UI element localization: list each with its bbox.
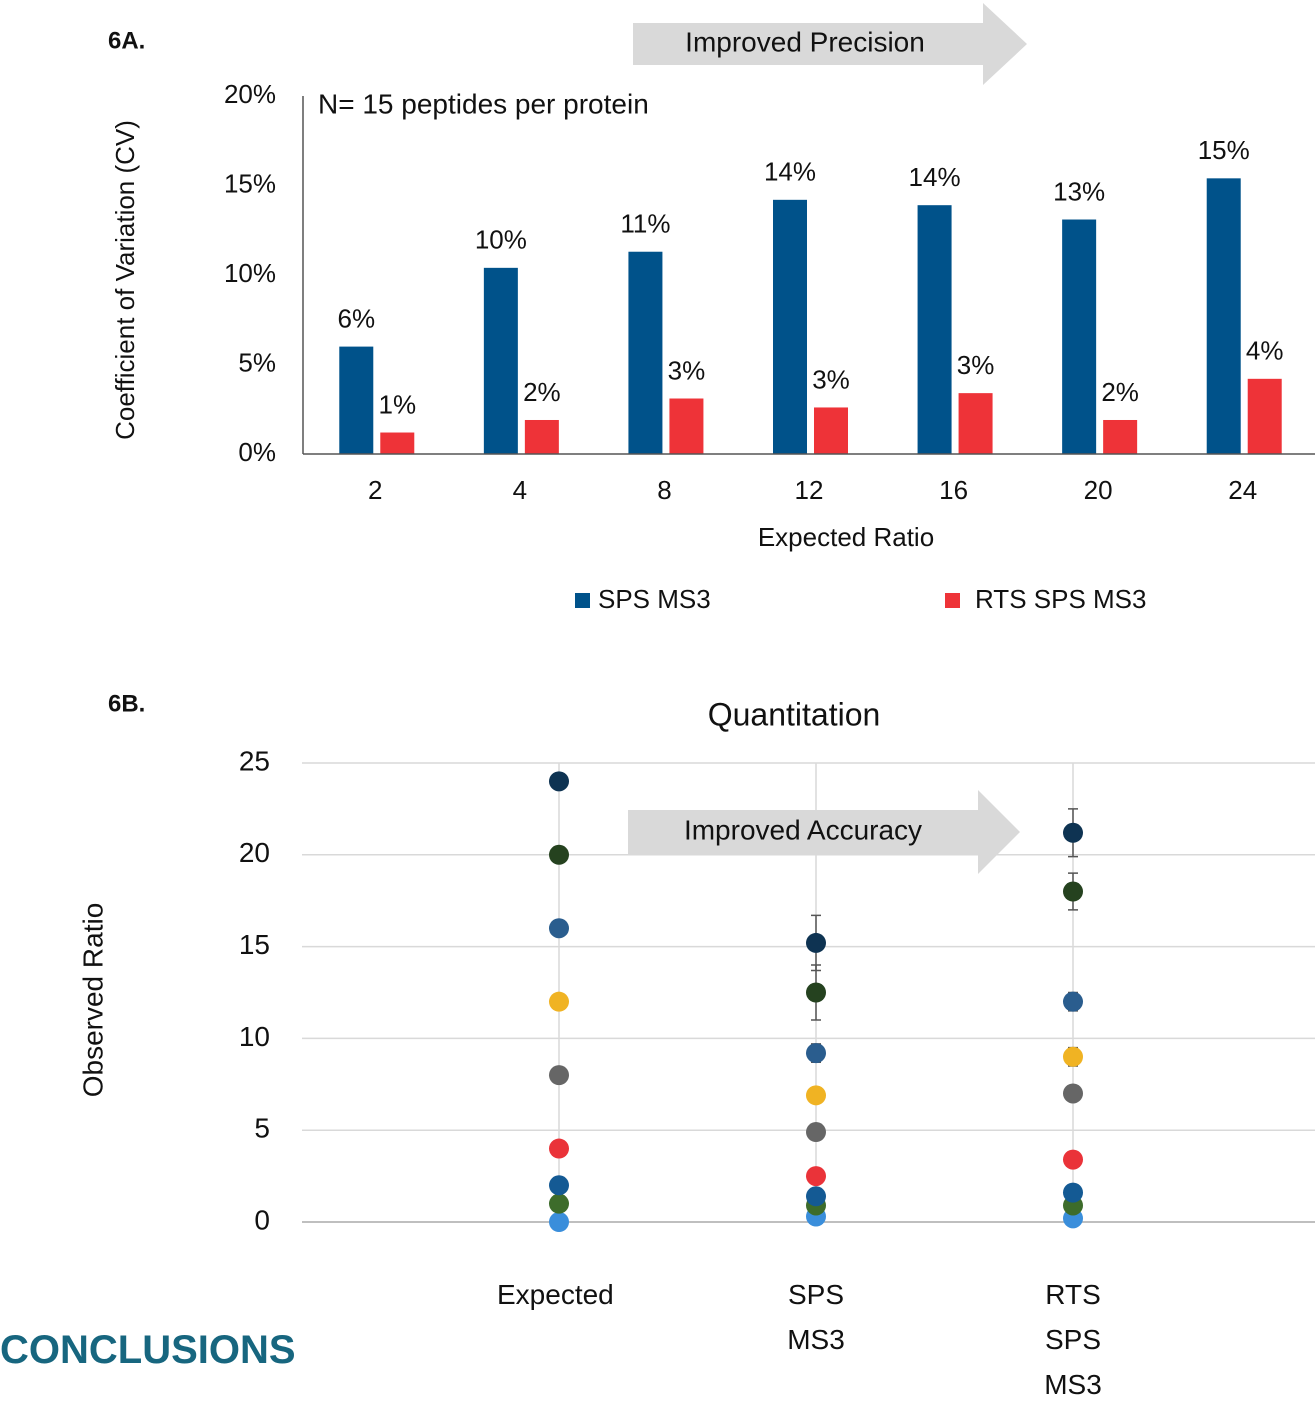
data-point — [549, 1193, 569, 1214]
x-tick-label: SPS MS3 — [787, 1279, 845, 1355]
data-point — [549, 771, 569, 792]
data-label: 3% — [812, 364, 850, 394]
data-label: 14% — [764, 157, 816, 187]
y-axis-label: Observed Ratio — [77, 903, 108, 1098]
x-tick-label: 4 — [513, 475, 527, 505]
bar — [814, 407, 848, 454]
x-tick-label: 16 — [939, 475, 968, 505]
y-axis-label: Coefficient of Variation (CV) — [110, 120, 140, 440]
y-tick-label: 15% — [224, 168, 276, 198]
data-point — [806, 1043, 826, 1064]
bar — [1062, 219, 1097, 454]
bar — [958, 393, 993, 454]
legend-label: SPS MS3 — [598, 584, 711, 614]
legend-swatch — [575, 593, 590, 608]
legend-label: RTS SPS MS3 — [975, 584, 1146, 614]
data-point — [549, 844, 569, 865]
x-tick-label: 8 — [657, 475, 671, 505]
panel-label: 6B. — [108, 690, 145, 717]
chart-title: Quantitation — [708, 696, 881, 732]
arrow-label: Improved Precision — [685, 26, 925, 57]
y-tick-label: 5% — [238, 347, 276, 377]
bar — [1206, 178, 1241, 454]
data-label: 1% — [378, 389, 416, 419]
arrow — [633, 3, 1027, 85]
y-tick-label: 20% — [224, 79, 276, 109]
section-heading: CONCLUSIONS — [0, 1328, 296, 1372]
y-tick-label: 10% — [224, 258, 276, 288]
bar — [628, 251, 663, 454]
x-axis-label: Expected Ratio — [758, 522, 934, 552]
x-tick-label: 12 — [795, 475, 824, 505]
data-label: 13% — [1053, 176, 1105, 206]
legend-swatch — [945, 593, 960, 608]
bar — [1247, 378, 1282, 454]
y-tick-label: 10 — [239, 1021, 270, 1052]
y-tick-label: 0 — [254, 1204, 270, 1235]
data-point — [1063, 822, 1083, 843]
data-point — [549, 991, 569, 1012]
data-point — [806, 1186, 826, 1207]
panel-label: 6A. — [108, 27, 145, 54]
bar — [1103, 419, 1138, 454]
data-point — [1063, 1046, 1083, 1067]
data-point — [1063, 1149, 1083, 1170]
y-tick-label: 5 — [254, 1113, 270, 1144]
data-point — [1063, 1182, 1083, 1203]
x-tick-label: 20 — [1084, 475, 1113, 505]
x-tick-label: 24 — [1228, 475, 1257, 505]
x-tick-label: RTS SPS MS3 — [1044, 1279, 1102, 1400]
data-point — [549, 1212, 569, 1232]
data-label: 4% — [1246, 336, 1284, 366]
x-tick-label: 2 — [368, 475, 382, 505]
y-tick-label: 0% — [238, 437, 276, 467]
y-tick-label: 25 — [239, 745, 270, 776]
bar — [773, 199, 807, 454]
bar — [669, 398, 704, 454]
x-tick-label: Expected — [497, 1279, 614, 1310]
bar — [380, 432, 415, 454]
data-point — [806, 1122, 826, 1143]
data-label: 2% — [523, 377, 561, 407]
data-point — [806, 982, 826, 1003]
data-label: 10% — [475, 225, 527, 255]
data-point — [806, 932, 826, 953]
data-label: 3% — [668, 355, 706, 385]
data-point — [1063, 1083, 1083, 1104]
data-label: 3% — [957, 350, 995, 380]
data-label: 6% — [337, 303, 375, 333]
bar — [483, 267, 518, 454]
arrow — [628, 790, 1020, 874]
data-point — [549, 1065, 569, 1086]
data-point — [549, 1138, 569, 1159]
bar — [339, 346, 374, 454]
data-label: 14% — [909, 162, 961, 192]
y-tick-label: 15 — [239, 929, 270, 960]
annotation: N= 15 peptides per protein — [318, 88, 649, 119]
data-label: 2% — [1101, 377, 1139, 407]
data-point — [806, 1085, 826, 1106]
bar — [917, 205, 952, 454]
data-point — [1063, 991, 1083, 1012]
data-point — [1063, 881, 1083, 902]
data-point — [549, 1175, 569, 1196]
bar — [524, 419, 559, 454]
arrow-label: Improved Accuracy — [684, 814, 922, 845]
data-label: 11% — [620, 209, 670, 239]
y-tick-label: 20 — [239, 837, 270, 868]
data-label: 15% — [1198, 135, 1250, 165]
data-point — [806, 1166, 826, 1187]
data-point — [549, 918, 569, 939]
